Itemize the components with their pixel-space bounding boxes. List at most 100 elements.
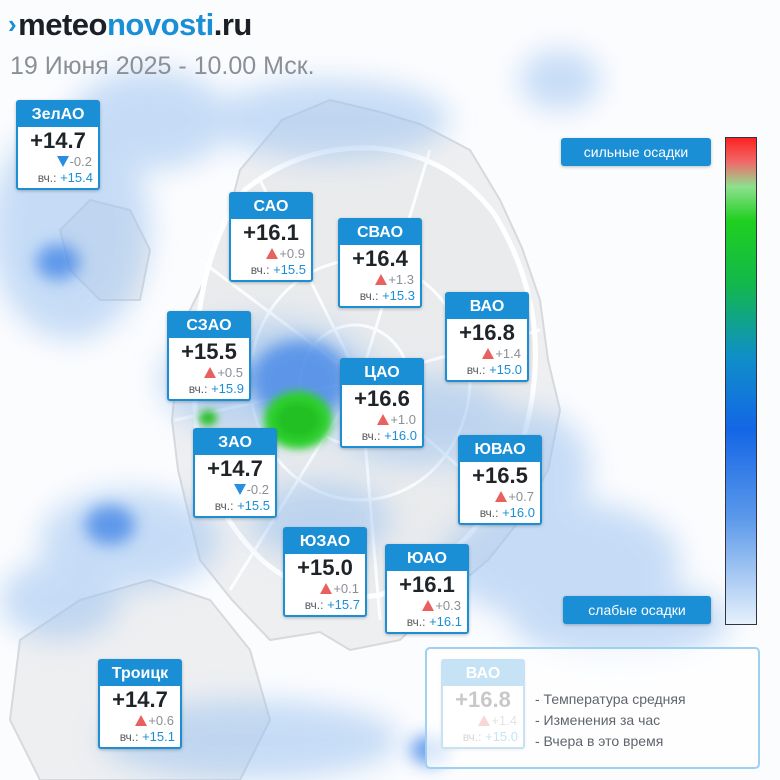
- change-value: -0.2: [69, 154, 92, 169]
- yesterday-label: вч.:: [479, 506, 499, 520]
- district-name: САО: [231, 194, 311, 219]
- district-temperature: +14.7: [207, 456, 263, 481]
- yesterday-value: +16.1: [429, 614, 462, 629]
- legend-box: [425, 647, 760, 769]
- yesterday-value: +15.0: [489, 362, 522, 377]
- district-hourly-change: +1.0: [342, 412, 422, 428]
- date-time-title: 19 Июня 2025 - 10.00 Мск.: [10, 52, 315, 80]
- yesterday-value: +15.7: [327, 597, 360, 612]
- district-yesterday: вч.: +15.5: [195, 498, 275, 516]
- yesterday-value: +15.5: [273, 262, 306, 277]
- district-hourly-change: -0.2: [18, 154, 98, 170]
- arrow-up-icon: [422, 600, 435, 611]
- yesterday-label: вч.:: [188, 382, 208, 396]
- yesterday-label: вч.:: [359, 289, 379, 303]
- change-value: +0.1: [333, 581, 359, 596]
- district-card-zelao: ЗелАО +14.7 -0.2 вч.: +15.4: [16, 100, 100, 190]
- scale-top-label: сильные осадки: [561, 138, 711, 166]
- yesterday-value: +15.3: [382, 288, 415, 303]
- arrow-down-icon: [56, 156, 69, 167]
- yesterday-value: +15.1: [142, 729, 175, 744]
- district-yesterday: вч.: +15.7: [285, 597, 365, 615]
- change-value: +1.4: [495, 346, 521, 361]
- district-temperature: +16.1: [399, 572, 455, 597]
- yesterday-value: +15.5: [237, 498, 270, 513]
- district-hourly-change: +0.6: [100, 713, 180, 729]
- district-hourly-change: +0.5: [169, 365, 249, 381]
- arrow-up-icon: [320, 583, 333, 594]
- change-value: +0.5: [217, 365, 243, 380]
- district-temperature: +15.0: [297, 555, 353, 580]
- arrow-up-icon: [204, 367, 217, 378]
- district-name: СВАО: [340, 220, 420, 245]
- district-name: ЗелАО: [18, 102, 98, 127]
- yesterday-label: вч.:: [119, 730, 139, 744]
- yesterday-value: +16.0: [502, 505, 535, 520]
- district-temperature: +16.1: [243, 220, 299, 245]
- legend-descriptions: - Температура средняя - Изменения за час…: [535, 689, 686, 752]
- district-temperature: +14.7: [30, 128, 86, 153]
- district-yesterday: вч.: +16.0: [460, 505, 540, 523]
- district-name: ЮЗАО: [285, 529, 365, 554]
- arrow-up-icon: [495, 491, 508, 502]
- district-card-szao: СЗАО +15.5 +0.5 вч.: +15.9: [167, 311, 251, 401]
- change-value: +0.3: [435, 598, 461, 613]
- district-card-yuvao: ЮВАО +16.5 +0.7 вч.: +16.0: [458, 435, 542, 525]
- district-yesterday: вч.: +15.5: [231, 262, 311, 280]
- district-name: ЮВАО: [460, 437, 540, 462]
- arrow-up-icon: [266, 248, 279, 259]
- district-temperature: +16.8: [459, 320, 515, 345]
- district-name: ЮАО: [387, 546, 467, 571]
- change-value: +1.0: [390, 412, 416, 427]
- district-yesterday: вч.: +15.0: [447, 362, 527, 380]
- district-name: СЗАО: [169, 313, 249, 338]
- district-hourly-change: +0.9: [231, 246, 311, 262]
- yesterday-value: +16.0: [384, 428, 417, 443]
- district-card-yuzao: ЮЗАО +15.0 +0.1 вч.: +15.7: [283, 527, 367, 617]
- district-yesterday: вч.: +16.0: [342, 428, 422, 446]
- district-hourly-change: -0.2: [195, 482, 275, 498]
- district-yesterday: вч.: +15.3: [340, 288, 420, 306]
- district-hourly-change: +1.3: [340, 272, 420, 288]
- district-yesterday: вч.: +15.1: [100, 729, 180, 747]
- legend-line-hourly-change: - Изменения за час: [535, 712, 661, 728]
- yesterday-label: вч.:: [466, 363, 486, 377]
- legend-line-average: - Температура средняя: [535, 691, 686, 707]
- yesterday-value: +15.9: [211, 381, 244, 396]
- yesterday-label: вч.:: [214, 499, 234, 513]
- district-name: ВАО: [447, 294, 527, 319]
- precipitation-scale-bar: [725, 137, 757, 625]
- district-hourly-change: +0.3: [387, 598, 467, 614]
- arrow-up-icon: [482, 348, 495, 359]
- yesterday-label: вч.:: [250, 263, 270, 277]
- district-hourly-change: +1.4: [447, 346, 527, 362]
- yesterday-label: вч.:: [406, 615, 426, 629]
- logo-chevron-icon: ›: [8, 9, 17, 39]
- change-value: +0.9: [279, 246, 305, 261]
- district-temperature: +16.5: [472, 463, 528, 488]
- arrow-up-icon: [375, 274, 388, 285]
- district-card-troitsk: Троицк +14.7 +0.6 вч.: +15.1: [98, 659, 182, 749]
- site-logo[interactable]: ›meteonovosti.ru: [8, 7, 252, 42]
- district-name: Троицк: [100, 661, 180, 686]
- district-card-zao: ЗАО +14.7 -0.2 вч.: +15.5: [193, 428, 277, 518]
- yesterday-value: +15.4: [60, 170, 93, 185]
- district-name: ЗАО: [195, 430, 275, 455]
- district-card-cao: ЦАО +16.6 +1.0 вч.: +16.0: [340, 358, 424, 448]
- change-value: +0.7: [508, 489, 534, 504]
- arrow-up-icon: [377, 414, 390, 425]
- district-yesterday: вч.: +15.4: [18, 170, 98, 188]
- change-value: +0.6: [148, 713, 174, 728]
- district-yesterday: вч.: +15.9: [169, 381, 249, 399]
- scale-bottom-label: слабые осадки: [563, 596, 711, 624]
- district-hourly-change: +0.1: [285, 581, 365, 597]
- district-temperature: +16.6: [354, 386, 410, 411]
- yesterday-label: вч.:: [304, 598, 324, 612]
- district-temperature: +16.4: [352, 246, 408, 271]
- yesterday-label: вч.:: [361, 429, 381, 443]
- yesterday-label: вч.:: [37, 171, 57, 185]
- arrow-down-icon: [233, 484, 246, 495]
- district-card-vao: ВАО +16.8 +1.4 вч.: +15.0: [445, 292, 529, 382]
- district-card-yuao: ЮАО +16.1 +0.3 вч.: +16.1: [385, 544, 469, 634]
